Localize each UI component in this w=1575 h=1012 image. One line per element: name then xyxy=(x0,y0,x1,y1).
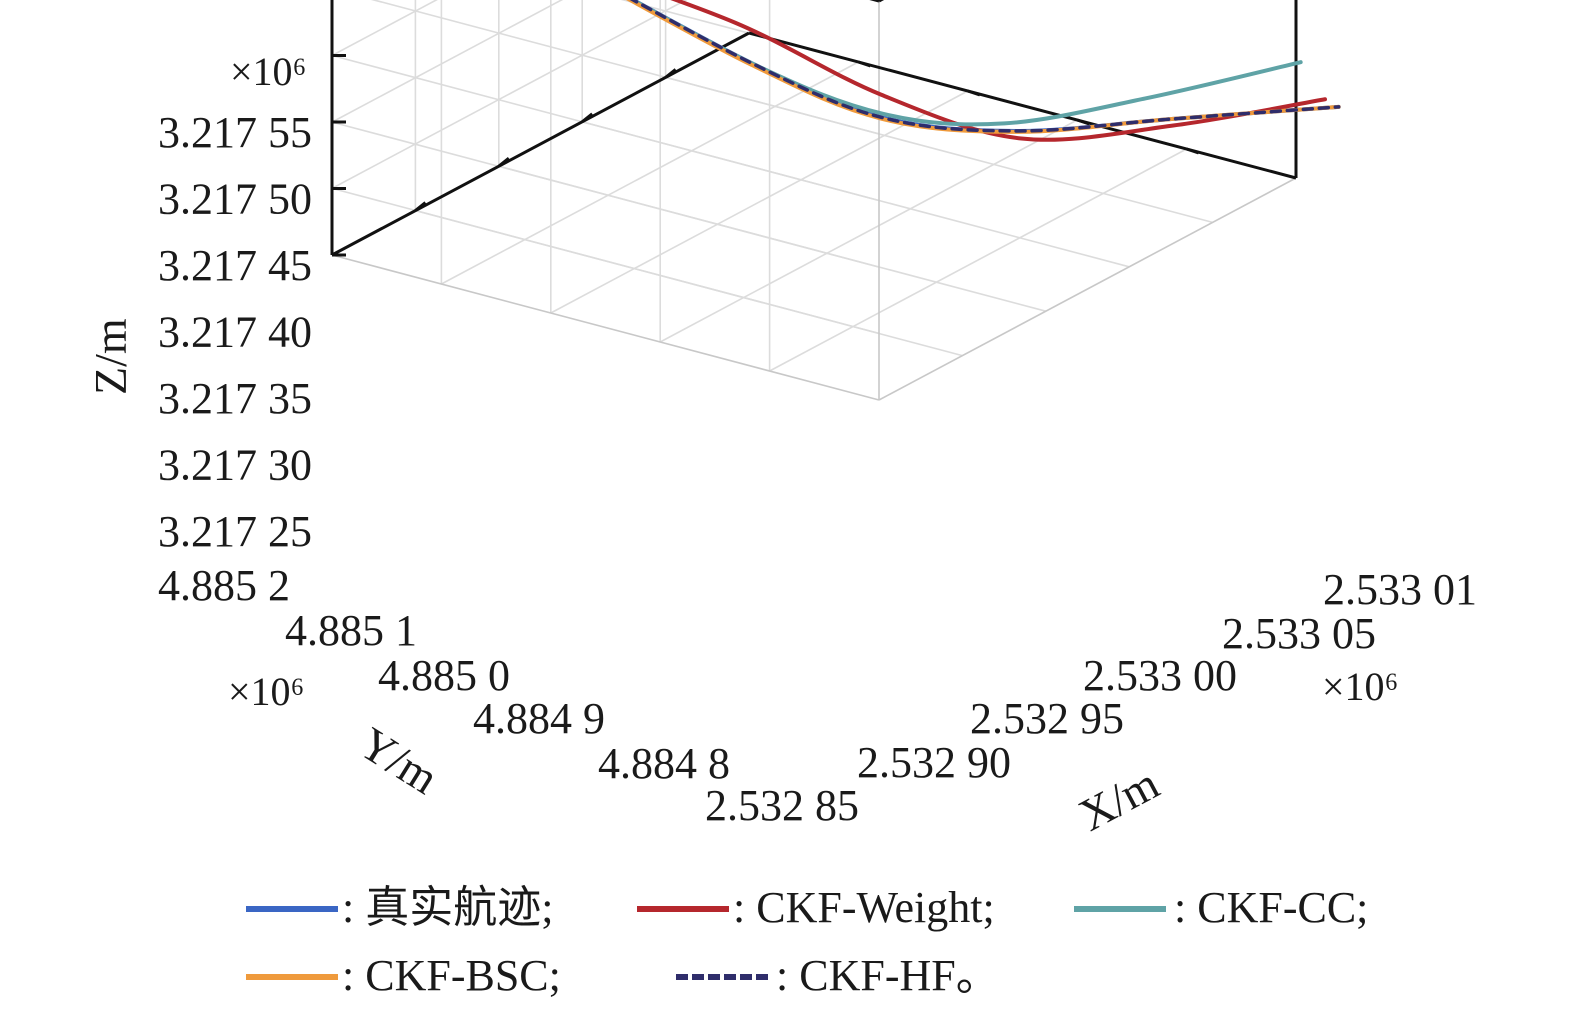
x-multiplier-label: ×10⁶ xyxy=(1322,664,1399,709)
legend-label-ckf-bsc: : CKF-BSC; xyxy=(342,951,561,1000)
y-tick-mark xyxy=(967,89,981,97)
grid-line xyxy=(331,0,438,57)
grid-line xyxy=(331,54,880,202)
x-tick-label: 2.533 05 xyxy=(1222,609,1376,658)
series-line-0 xyxy=(629,0,1341,133)
z-tick-label: 3.217 45 xyxy=(158,241,312,290)
z-tick-label: 3.217 40 xyxy=(158,308,312,357)
y-tick-label: 4.884 8 xyxy=(598,739,730,788)
legend-label-ckf-weight: : CKF-Weight; xyxy=(733,883,995,932)
y-tick-label: 4.885 2 xyxy=(158,561,290,610)
legend-label-ckf-hf: : CKF-HF。 xyxy=(776,951,1000,1000)
legend-swatch-true-track xyxy=(246,906,338,912)
x-tick-label: 2.532 90 xyxy=(857,738,1011,787)
x-axis-label: X/m xyxy=(1071,757,1167,841)
legend-label-ckf-cc: : CKF-CC; xyxy=(1174,883,1369,932)
z-tick-label: 3.217 50 xyxy=(158,175,312,224)
y-axis-label: Y/m xyxy=(351,717,448,804)
legend-row-1: : 真实航迹; : CKF-Weight; : CKF-CC; xyxy=(0,880,1575,936)
legend-swatch-ckf-weight xyxy=(637,906,729,912)
legend-swatch-ckf-bsc xyxy=(246,974,338,980)
series-layer xyxy=(625,0,1341,142)
box-edge xyxy=(869,0,880,3)
grid-line xyxy=(769,148,1187,372)
series-line-1 xyxy=(670,0,1328,142)
y-tick-mark xyxy=(1076,118,1090,126)
x-tick-label: 2.532 85 xyxy=(705,781,859,830)
legend-swatch-ckf-hf xyxy=(676,974,768,980)
grid-line xyxy=(331,187,880,335)
y-tick-label: 4.884 9 xyxy=(473,694,605,743)
legend-swatch-ckf-cc xyxy=(1074,906,1166,912)
x-tick-mark xyxy=(497,157,510,168)
y-tick-mark xyxy=(857,60,871,68)
y-tick-label: 4.885 0 xyxy=(378,651,510,700)
grid-edge xyxy=(331,254,880,401)
grid-line xyxy=(370,0,880,135)
x-tick-label: 2.532 95 xyxy=(970,694,1124,743)
x-tick-mark xyxy=(581,112,594,123)
z-tick-label: 3.217 55 xyxy=(158,108,312,157)
z-axis-label: Z/m xyxy=(85,318,136,395)
box-edge xyxy=(748,31,1297,180)
x-tick-label: 2.533 00 xyxy=(1083,651,1237,700)
legend-label-true-track: : 真实航迹; xyxy=(342,883,554,932)
grid-edge xyxy=(878,177,1297,401)
box-edge xyxy=(878,0,885,3)
z-tick-label: 3.217 30 xyxy=(158,441,312,490)
grid-line xyxy=(441,61,859,285)
series-line-2 xyxy=(628,0,1303,127)
x-tick-mark xyxy=(414,201,427,212)
grid-line xyxy=(659,119,1078,343)
grid-line xyxy=(331,0,564,123)
z-tick-label: 3.217 25 xyxy=(158,507,312,556)
z-multiplier-label: ×10⁶ xyxy=(230,49,307,94)
z-tick-label: 3.217 35 xyxy=(158,374,312,423)
x-tick-mark xyxy=(664,68,677,79)
y-tick-mark xyxy=(1186,147,1200,155)
grid-line xyxy=(550,90,969,314)
series-line-3 xyxy=(625,0,1341,134)
series-line-4 xyxy=(629,0,1341,133)
tick-labels: 3.217 55 3.217 50 3.217 45 3.217 40 3.217 35… xyxy=(158,108,1477,830)
x-tick-label: 2.533 01 xyxy=(1323,565,1477,614)
y-multiplier-label: ×10⁶ xyxy=(228,669,305,714)
box-edge xyxy=(331,31,750,257)
legend-row-2: : CKF-BSC; : CKF-HF。 xyxy=(0,948,1575,1004)
grid-line xyxy=(331,0,688,190)
grid-line xyxy=(331,121,880,268)
y-tick-label: 4.885 1 xyxy=(285,606,417,655)
